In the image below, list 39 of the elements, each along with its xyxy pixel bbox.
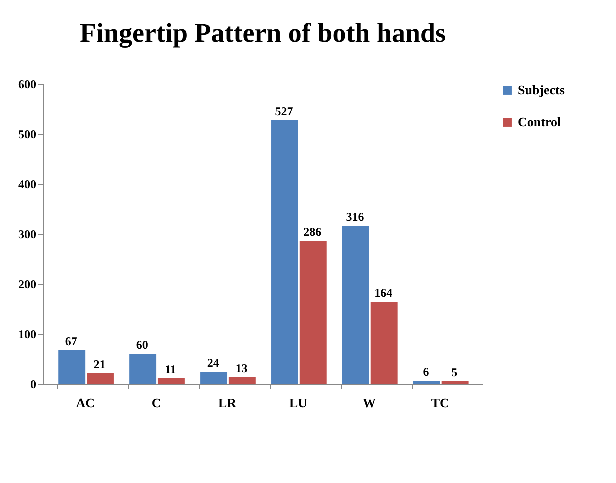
y-tick-label: 500 (18, 128, 36, 142)
data-label: 286 (304, 225, 322, 239)
data-label: 527 (275, 104, 294, 118)
data-label: 21 (94, 358, 106, 372)
data-label: 60 (136, 338, 148, 352)
bar (370, 302, 398, 384)
x-tick-label: TC (431, 396, 450, 410)
y-tick-label: 300 (18, 228, 36, 242)
x-tick-label: AC (76, 396, 95, 410)
x-tick-label: LU (289, 396, 308, 410)
chart-title: Fingertip Pattern of both hands (80, 18, 446, 48)
bar (130, 354, 157, 384)
bar (58, 350, 86, 384)
bar (413, 381, 440, 384)
bar (272, 120, 298, 384)
data-label: 164 (374, 286, 393, 300)
y-tick-label: 200 (18, 278, 36, 292)
x-tick-label: LR (218, 396, 238, 410)
data-label: 6 (423, 365, 430, 379)
legend-label: Subjects (518, 82, 565, 98)
y-tick-label: 600 (18, 78, 36, 92)
data-label: 67 (65, 334, 78, 348)
bar (158, 378, 185, 384)
data-label: 316 (346, 210, 364, 224)
bar (228, 378, 256, 384)
bar (200, 372, 228, 384)
data-label: 5 (452, 366, 458, 380)
data-label: 24 (207, 356, 220, 370)
y-tick-label: 100 (18, 328, 36, 342)
data-label: 13 (236, 362, 248, 376)
bar (342, 226, 370, 384)
data-label: 11 (165, 362, 176, 376)
x-tick-label: C (152, 396, 162, 410)
y-tick-label: 400 (18, 178, 36, 192)
y-tick-label: 0 (30, 378, 36, 392)
bar (300, 241, 327, 384)
legend-label: Control (518, 114, 562, 130)
bar (87, 374, 114, 384)
x-tick-label: W (362, 396, 376, 410)
